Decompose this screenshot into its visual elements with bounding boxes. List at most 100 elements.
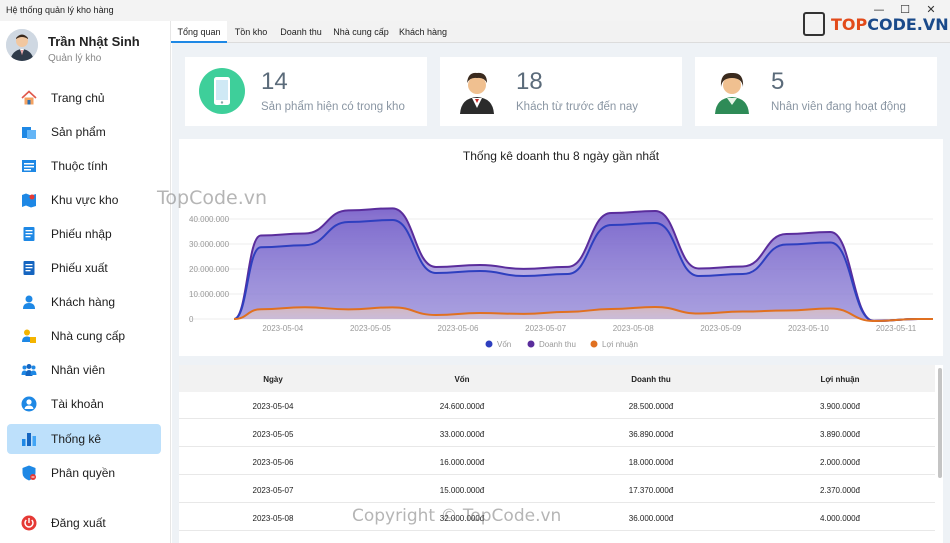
- x-tick-label: 2023-05-05: [350, 324, 391, 333]
- tab-customers[interactable]: Khách hàng: [398, 27, 448, 37]
- sidebar-item-staff[interactable]: Nhân viên: [7, 355, 161, 385]
- close-button[interactable]: ✕: [926, 3, 936, 16]
- table-row[interactable]: 2023-05-04 24.600.000đ 28.500.000đ 3.900…: [179, 392, 935, 419]
- x-tick-label: 2023-05-08: [613, 324, 654, 333]
- table-row[interactable]: 2023-05-07 15.000.000đ 17.370.000đ 2.370…: [179, 476, 935, 503]
- power-icon: [21, 515, 37, 531]
- column-header-date[interactable]: Ngày: [263, 375, 283, 384]
- cell-profit: 2.370.000đ: [819, 486, 861, 495]
- tab-overview[interactable]: Tổng quan: [171, 21, 227, 43]
- tab-bar: Tổng quan Tồn kho Doanh thu Nhà cung cấp…: [171, 21, 950, 43]
- home-icon: [21, 90, 37, 105]
- logo-text: TOPCODE.VN: [831, 15, 949, 34]
- sidebar-item-permissions[interactable]: Phân quyền: [7, 458, 161, 488]
- sidebar-item-label: Trang chủ: [51, 91, 105, 105]
- sidebar-item-import-note[interactable]: Phiếu nhập: [7, 219, 161, 249]
- sidebar-item-label: Khu vực kho: [51, 193, 119, 207]
- stat-value: 5: [771, 68, 785, 95]
- sidebar-item-label: Nhân viên: [51, 363, 106, 377]
- cell-cost: 16.000.000đ: [439, 458, 485, 467]
- phone-icon: [199, 68, 245, 114]
- user-profile: Trần Nhật Sinh Quản lý kho: [0, 21, 171, 77]
- attribute-icon: [22, 160, 36, 172]
- sidebar-item-label: Sản phẩm: [51, 125, 106, 139]
- minimize-button[interactable]: —: [873, 3, 885, 16]
- y-tick-label: 10.000.000: [189, 290, 230, 299]
- cell-profit: 3.900.000đ: [819, 402, 861, 411]
- sidebar-item-export-note[interactable]: Phiếu xuất: [7, 253, 161, 283]
- tab-inventory[interactable]: Tồn kho: [234, 27, 268, 37]
- table-row[interactable]: 2023-05-05 33.000.000đ 36.890.000đ 3.890…: [179, 420, 935, 447]
- line-revenue: [233, 207, 933, 323]
- x-tick-label: 2023-05-09: [700, 324, 741, 333]
- column-header-cost[interactable]: Vốn: [454, 375, 470, 384]
- logo-mark-icon: [803, 12, 825, 36]
- sidebar-item-home[interactable]: Trang chủ: [7, 83, 161, 113]
- cell-revenue: 36.000.000đ: [628, 514, 674, 523]
- cell-date: 2023-05-07: [252, 486, 294, 495]
- stat-label: Nhân viên đang hoạt động: [771, 101, 906, 113]
- legend-marker: [527, 340, 535, 348]
- sidebar-item-label: Thuộc tính: [51, 159, 108, 173]
- sidebar-item-accounts[interactable]: Tài khoản: [7, 389, 161, 419]
- user-name: Trần Nhật Sinh: [48, 34, 140, 49]
- column-header-revenue[interactable]: Doanh thu: [631, 375, 671, 384]
- supplier-icon: [22, 329, 36, 343]
- x-tick-label: 2023-05-11: [876, 324, 917, 333]
- maximize-button[interactable]: ☐: [900, 3, 910, 16]
- legend-label: Vốn: [497, 340, 511, 349]
- sidebar-item-label: Phiếu nhập: [51, 227, 112, 241]
- sidebar-item-customers[interactable]: Khách hàng: [7, 287, 161, 317]
- sidebar-item-products[interactable]: Sản phẩm: [7, 117, 161, 147]
- customer-icon: [23, 295, 35, 309]
- y-tick-label: 40.000.000: [189, 215, 230, 224]
- y-tick-label: 30.000.000: [189, 240, 230, 249]
- legend-marker: [590, 340, 598, 348]
- column-header-profit[interactable]: Lợi nhuận: [820, 375, 860, 384]
- chart-title: Thống kê doanh thu 8 ngày gần nhất: [462, 149, 660, 163]
- cell-date: 2023-05-04: [252, 402, 294, 411]
- revenue-chart: Thống kê doanh thu 8 ngày gần nhất 0 10.0…: [179, 139, 943, 356]
- line-cost: [233, 218, 933, 323]
- export-note-icon: [23, 261, 35, 275]
- table-scrollbar[interactable]: [938, 368, 942, 478]
- cell-revenue: 28.500.000đ: [628, 402, 674, 411]
- cell-date: 2023-05-08: [252, 514, 294, 523]
- area-cost: [234, 220, 933, 321]
- watermark-copyright: Copyright © TopCode.vn: [352, 506, 562, 526]
- sidebar-item-suppliers[interactable]: Nhà cung cấp: [7, 321, 161, 351]
- legend-marker: [485, 340, 493, 348]
- sidebar-item-label: Thống kê: [51, 432, 102, 446]
- topcode-logo: TOPCODE.VN: [803, 11, 949, 37]
- sidebar-item-label: Phiếu xuất: [51, 261, 108, 275]
- cell-profit: 3.890.000đ: [819, 430, 861, 439]
- sidebar-item-label: Nhà cung cấp: [51, 329, 126, 343]
- logout-button[interactable]: Đăng xuất: [7, 508, 161, 538]
- sidebar-item-label: Tài khoản: [51, 397, 104, 411]
- sidebar-item-attributes[interactable]: Thuộc tính: [7, 151, 161, 181]
- main-content: 14 Sản phẩm hiện có trong kho 18 Khách t…: [172, 43, 950, 543]
- cell-revenue: 36.890.000đ: [628, 430, 674, 439]
- employee-avatar-icon: [715, 72, 749, 114]
- stat-card-staff: 5 Nhân viên đang hoạt động: [695, 57, 937, 126]
- stat-card-customers: 18 Khách từ trước đến nay: [440, 57, 682, 126]
- permission-icon: [22, 465, 36, 481]
- sidebar-item-statistics[interactable]: Thống kê: [7, 424, 161, 454]
- cell-date: 2023-05-06: [252, 458, 294, 467]
- cell-profit: 2.000.000đ: [819, 458, 861, 467]
- stat-value: 14: [261, 68, 288, 95]
- logout-label: Đăng xuất: [51, 516, 106, 530]
- stat-label: Sản phẩm hiện có trong kho: [261, 101, 405, 113]
- sidebar-item-warehouse-zone[interactable]: Khu vực kho: [7, 185, 161, 215]
- account-icon: [21, 396, 37, 412]
- tab-suppliers[interactable]: Nhà cung cấp: [333, 27, 389, 37]
- cell-revenue: 18.000.000đ: [628, 458, 674, 467]
- table-row[interactable]: 2023-05-08 32.000.000đ 36.000.000đ 4.000…: [179, 504, 935, 531]
- tab-revenue[interactable]: Doanh thu: [280, 27, 322, 37]
- table-row[interactable]: 2023-05-06 16.000.000đ 18.000.000đ 2.000…: [179, 448, 935, 475]
- line-profit: [233, 305, 933, 323]
- window-title: Hệ thống quản lý kho hàng: [6, 5, 114, 15]
- user-avatar-icon: [6, 29, 38, 61]
- cell-profit: 4.000.000đ: [819, 514, 861, 523]
- table-header: Ngày Vốn Doanh thu Lợi nhuận: [179, 365, 935, 392]
